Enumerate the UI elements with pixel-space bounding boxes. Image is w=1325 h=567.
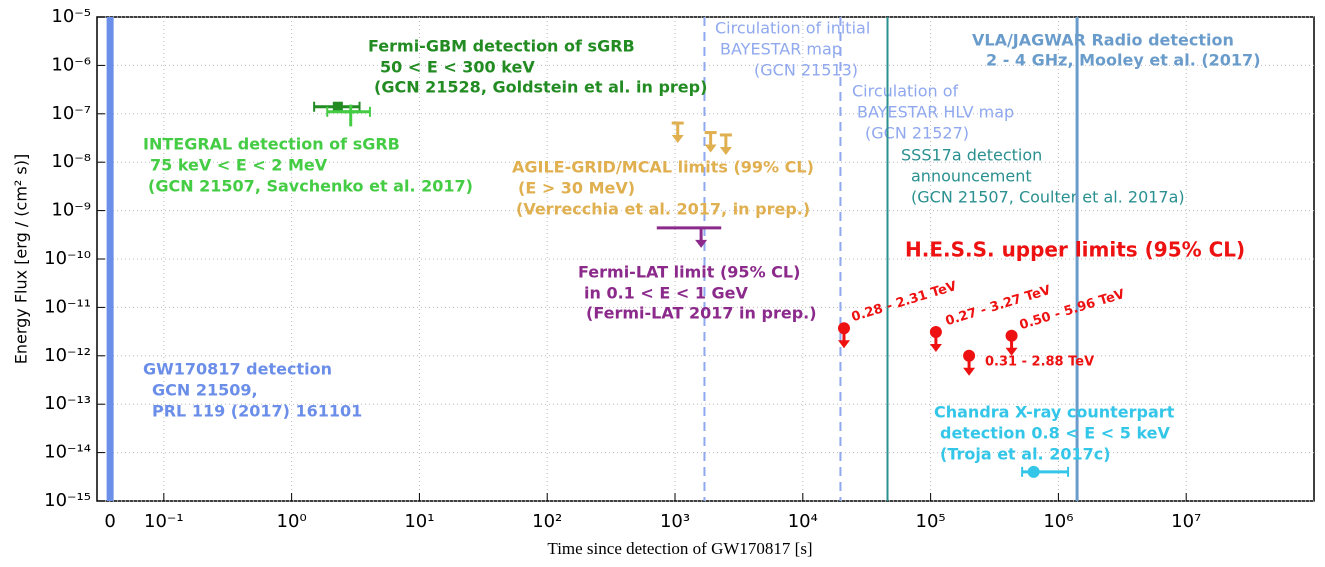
x-tick-label: 10⁴ xyxy=(788,511,818,532)
data-point xyxy=(332,101,343,112)
series-label: H.E.S.S. upper limits (95% CL) xyxy=(905,238,1245,262)
event-label: GCN 21509, xyxy=(152,381,258,400)
upper-limit-arrow xyxy=(695,239,708,248)
series-label: Chandra X-ray counterpart xyxy=(934,403,1175,422)
series-label: (GCN 21507, Savchenko et al. 2017) xyxy=(148,177,473,196)
event-label: Circulation of initial xyxy=(715,19,870,38)
upper-limit-arrow xyxy=(963,367,976,376)
x-tick-label: 10² xyxy=(532,511,562,532)
y-axis-label: Energy Flux [erg / (cm² s)] xyxy=(12,154,31,365)
series-label: 50 < E < 300 keV xyxy=(380,58,535,77)
series-label: (Verrecchia et al. 2017, in prep.) xyxy=(516,200,810,219)
series-label: AGILE-GRID/MCAL limits (99% CL) xyxy=(512,158,814,177)
event-label: (GCN 21513) xyxy=(754,61,858,80)
series-label: (Troja et al. 2017c) xyxy=(940,445,1111,464)
event-label: BAYESTAR map xyxy=(720,40,842,59)
event-label: Circulation of xyxy=(852,82,959,101)
x-tick-label: 10⁻¹ xyxy=(144,511,184,532)
series-label: in 0.1 < E < 1 GeV xyxy=(584,284,749,303)
series-label: INTEGRAL detection of sGRB xyxy=(143,135,400,154)
y-tick-label: 10⁻¹⁵ xyxy=(44,490,91,511)
event-label: BAYESTAR HLV map xyxy=(857,103,1014,122)
point-label: 0.31 - 2.88 TeV xyxy=(985,355,1094,370)
y-tick-label: 10⁻⁶ xyxy=(51,54,91,75)
upper-limit-arrow xyxy=(719,146,732,155)
x-tick-label: 10¹ xyxy=(404,511,434,532)
upper-limit-arrow xyxy=(704,144,717,153)
y-tick-label: 10⁻⁷ xyxy=(51,103,91,124)
x-axis-label: Time since detection of GW170817 [s] xyxy=(547,539,812,558)
event-label: announcement xyxy=(911,167,1032,186)
event-label: 2 - 4 GHz, Mooley et al. (2017) xyxy=(986,51,1261,70)
data-point xyxy=(1027,465,1040,478)
y-tick-label: 10⁻⁹ xyxy=(51,200,91,221)
series-label: Fermi-LAT limit (95% CL) xyxy=(578,263,800,282)
event-label: (GCN 21527) xyxy=(865,124,969,143)
upper-limit-arrow xyxy=(929,344,942,353)
event-label: SSS17a detection xyxy=(901,146,1042,165)
x-tick-label: 10⁰ xyxy=(277,511,307,532)
y-tick-label: 10⁻¹³ xyxy=(44,393,91,414)
series-label: (GCN 21528, Goldstein et al. in prep) xyxy=(374,78,707,97)
y-tick-label: 10⁻¹² xyxy=(44,345,91,366)
x-tick-label: 10⁶ xyxy=(1043,511,1073,532)
y-tick-label: 10⁻¹⁰ xyxy=(44,248,91,269)
y-tick-label: 10⁻¹¹ xyxy=(44,296,91,317)
x-tick-label: 10⁷ xyxy=(1171,511,1201,532)
event-label: (GCN 21507, Coulter et al. 2017a) xyxy=(911,188,1185,207)
series-label: (Fermi-LAT 2017 in prep.) xyxy=(586,304,817,323)
event-label: GW170817 detection xyxy=(143,360,332,379)
y-tick-label: 10⁻¹⁴ xyxy=(44,442,91,463)
series-label: (E > 30 MeV) xyxy=(518,179,635,198)
y-tick-label: 10⁻⁸ xyxy=(51,151,91,172)
series-label: Fermi-GBM detection of sGRB xyxy=(368,37,635,56)
y-tick-label: 10⁻⁵ xyxy=(51,6,91,27)
series-label: detection 0.8 < E < 5 keV xyxy=(940,424,1171,443)
upper-limit-arrow xyxy=(837,340,850,349)
upper-limit-arrow xyxy=(671,135,684,144)
event-label: PRL 119 (2017) 161101 xyxy=(152,402,362,421)
x-tick-label: 10⁵ xyxy=(916,511,946,532)
upper-limit-arrow xyxy=(1005,347,1018,356)
series-label: 75 keV < E < 2 MeV xyxy=(150,156,328,175)
x-tick-label: 10³ xyxy=(660,511,690,532)
point-label: 0.28 - 2.31 TeV xyxy=(850,279,959,325)
x-tick-label: 0 xyxy=(104,511,115,532)
event-label: VLA/JAGWAR Radio detection xyxy=(972,31,1234,50)
